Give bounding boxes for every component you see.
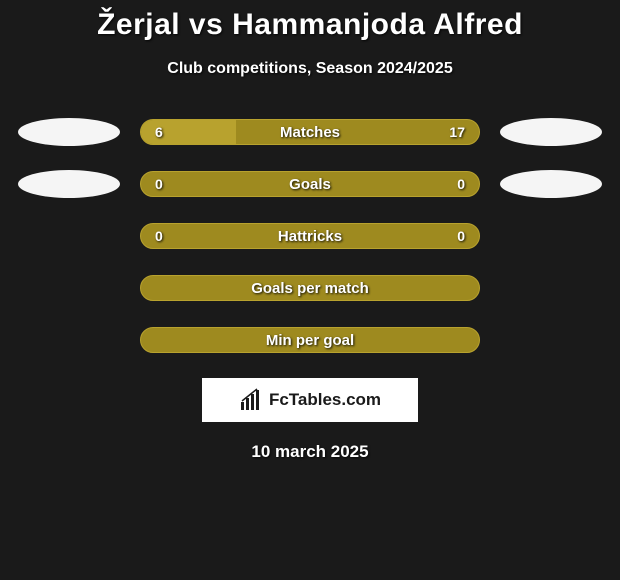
stat-label: Goals	[141, 172, 479, 196]
stat-bar: 00Hattricks	[140, 223, 480, 249]
stat-row: Goals per match	[0, 274, 620, 302]
stat-label: Goals per match	[141, 276, 479, 300]
stat-label: Matches	[141, 120, 479, 144]
page-title: Žerjal vs Hammanjoda Alfred	[0, 8, 620, 42]
stat-bar: 00Goals	[140, 171, 480, 197]
team-badge-right	[500, 170, 602, 198]
stat-bar: Min per goal	[140, 327, 480, 353]
stat-bar: 617Matches	[140, 119, 480, 145]
badge-placeholder	[500, 222, 602, 250]
badge-placeholder	[18, 222, 120, 250]
stat-row: Min per goal	[0, 326, 620, 354]
chart-icon	[239, 388, 263, 412]
comparison-widget: Žerjal vs Hammanjoda Alfred Club competi…	[0, 0, 620, 462]
badge-placeholder	[18, 274, 120, 302]
team-badge-left	[18, 118, 120, 146]
team-badge-left	[18, 170, 120, 198]
date-label: 10 march 2025	[0, 442, 620, 462]
logo-box: FcTables.com	[202, 378, 418, 422]
logo-text: FcTables.com	[269, 390, 381, 410]
badge-placeholder	[18, 326, 120, 354]
stat-bar: Goals per match	[140, 275, 480, 301]
badge-placeholder	[500, 326, 602, 354]
stat-row: 617Matches	[0, 118, 620, 146]
stat-label: Min per goal	[141, 328, 479, 352]
subtitle: Club competitions, Season 2024/2025	[0, 60, 620, 78]
stat-row: 00Goals	[0, 170, 620, 198]
stat-label: Hattricks	[141, 224, 479, 248]
team-badge-right	[500, 118, 602, 146]
stat-row: 00Hattricks	[0, 222, 620, 250]
stats-rows: 617Matches 00Goals 00Hattricks Goals per ma…	[0, 118, 620, 354]
badge-placeholder	[500, 274, 602, 302]
